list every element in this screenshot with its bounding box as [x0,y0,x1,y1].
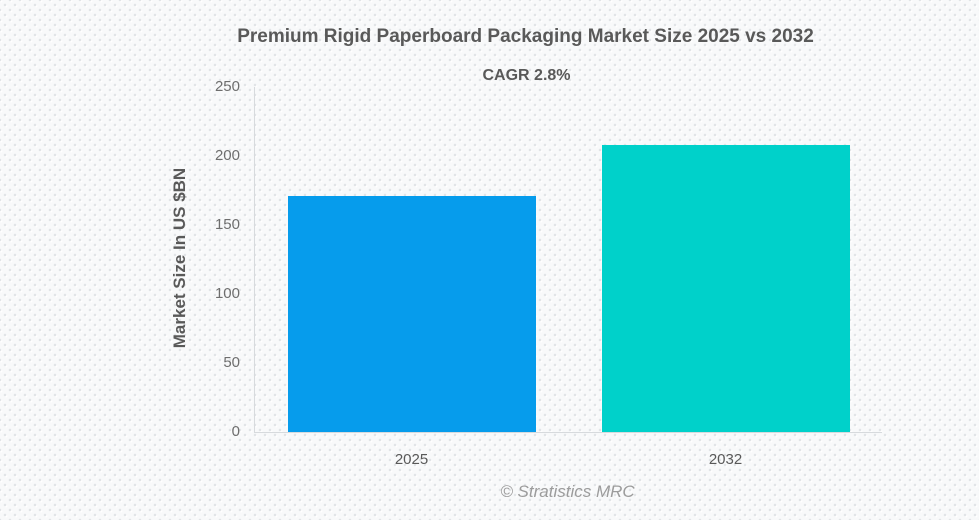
source-attribution: © Stratistics MRC [500,482,635,501]
bar-2025 [287,196,536,432]
bar-2032 [601,144,850,432]
y-tick-label: 50 [223,354,240,371]
y-tick-label: 100 [214,285,240,302]
x-category-label-2032: 2032 [708,451,743,468]
y-axis-line [254,87,255,432]
y-tick-label: 250 [214,78,240,95]
y-tick-label: 200 [214,147,240,164]
x-axis-line [254,432,882,433]
y-tick-label: 150 [214,216,240,233]
y-tick-label: 0 [231,423,240,440]
chart-title: Premium Rigid Paperboard Packaging Marke… [237,26,814,47]
chart-subtitle: CAGR 2.8% [482,67,571,84]
x-category-label-2025: 2025 [394,451,429,468]
